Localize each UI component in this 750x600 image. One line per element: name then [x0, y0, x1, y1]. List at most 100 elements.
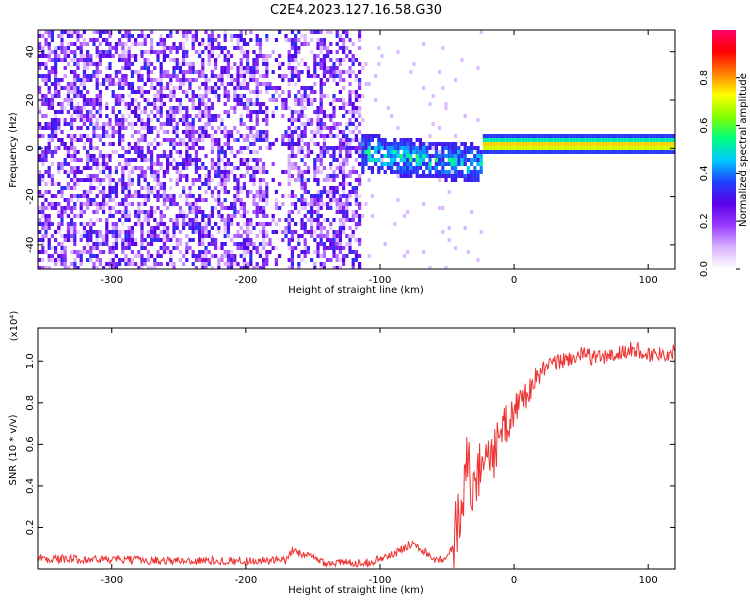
heatmap-cell: [290, 66, 294, 70]
heatmap-cell: [313, 62, 317, 66]
heatmap-cell: [265, 90, 269, 94]
heatmap-cell: [121, 178, 125, 182]
heatmap-cell: [188, 246, 192, 250]
heatmap-cell: [217, 154, 221, 158]
heatmap-cell: [294, 202, 298, 206]
heatmap-cell: [418, 162, 422, 166]
heatmap-cell: [38, 86, 42, 90]
heatmap-cell: [358, 214, 362, 218]
heatmap-cell: [303, 222, 307, 226]
y-tick-label: 40: [25, 45, 36, 58]
heatmap-cell: [121, 202, 125, 206]
heatmap-cell: [262, 110, 266, 114]
heatmap-cell: [185, 126, 189, 130]
heatmap-cell: [230, 162, 234, 166]
heatmap-cell: [121, 166, 125, 170]
heatmap-cell: [201, 214, 205, 218]
heatmap-cell: [236, 222, 240, 226]
heatmap-cell: [188, 162, 192, 166]
heatmap-cell: [156, 98, 160, 102]
heatmap-cell: [300, 122, 304, 126]
heatmap-cell: [185, 166, 189, 170]
heatmap-cell: [239, 162, 243, 166]
heatmap-cell: [79, 134, 83, 138]
heatmap-cell: [265, 54, 269, 58]
heatmap-cell: [185, 122, 189, 126]
heatmap-cell: [204, 114, 208, 118]
heatmap-cell: [255, 78, 259, 82]
heatmap-cell: [422, 202, 426, 206]
heatmap-cell: [92, 102, 96, 106]
heatmap-cell: [233, 34, 237, 38]
heatmap-cell: [143, 262, 147, 266]
heatmap-cell: [326, 190, 330, 194]
heatmap-cell: [140, 74, 144, 78]
heatmap-cell: [313, 174, 317, 178]
heatmap-cell: [358, 34, 362, 38]
heatmap-cell: [335, 190, 339, 194]
heatmap-cell: [140, 242, 144, 246]
heatmap-cell: [86, 150, 90, 154]
heatmap-cell: [300, 194, 304, 198]
heatmap-cell: [649, 134, 653, 138]
heatmap-cell: [316, 178, 320, 182]
heatmap-cell: [108, 66, 112, 70]
heatmap-cell: [306, 70, 310, 74]
heatmap-cell: [342, 78, 346, 82]
heatmap-cell: [220, 50, 224, 54]
heatmap-cell: [226, 174, 230, 178]
heatmap-cell: [444, 170, 448, 174]
heatmap-cell: [236, 46, 240, 50]
heatmap-cell: [322, 70, 326, 74]
heatmap-cell: [658, 142, 662, 146]
heatmap-cell: [178, 102, 182, 106]
heatmap-cell: [306, 218, 310, 222]
heatmap-cell: [134, 98, 138, 102]
heatmap-cell: [54, 46, 58, 50]
heatmap-cell: [73, 134, 77, 138]
heatmap-cell: [185, 34, 189, 38]
heatmap-cell: [105, 166, 109, 170]
heatmap-cell: [108, 266, 112, 269]
heatmap-cell: [454, 146, 458, 150]
heatmap-cell: [447, 154, 451, 158]
heatmap-cell: [242, 202, 246, 206]
heatmap-cell: [300, 258, 304, 262]
heatmap-cell: [258, 130, 262, 134]
heatmap-cell: [313, 130, 317, 134]
heatmap-cell: [66, 30, 70, 34]
heatmap-cell: [162, 238, 166, 242]
heatmap-cell: [444, 162, 448, 166]
heatmap-cell: [342, 98, 346, 102]
heatmap-cell: [223, 142, 227, 146]
heatmap-cell: [121, 214, 125, 218]
heatmap-cell: [108, 178, 112, 182]
heatmap-cell: [454, 142, 458, 146]
heatmap-cell: [582, 142, 586, 146]
heatmap-cell: [137, 118, 141, 122]
heatmap-cell: [470, 174, 474, 178]
heatmap-cell: [278, 54, 282, 58]
heatmap-cell: [252, 58, 256, 62]
heatmap-cell: [134, 106, 138, 110]
heatmap-cell: [57, 222, 61, 226]
heatmap-cell: [105, 202, 109, 206]
heatmap-cell: [57, 110, 61, 114]
heatmap-cell: [278, 218, 282, 222]
heatmap-cell: [73, 234, 77, 238]
heatmap-cell: [287, 90, 291, 94]
heatmap-cell: [121, 118, 125, 122]
heatmap-cell: [70, 170, 74, 174]
heatmap-cell: [441, 166, 445, 170]
heatmap-cell: [230, 134, 234, 138]
heatmap-cell: [73, 58, 77, 62]
heatmap-cell: [98, 162, 102, 166]
heatmap-cell: [294, 94, 298, 98]
heatmap-cell: [310, 202, 314, 206]
heatmap-cell: [210, 34, 214, 38]
heatmap-cell: [479, 230, 483, 234]
heatmap-cell: [342, 46, 346, 50]
heatmap-cell: [594, 150, 598, 154]
heatmap-cell: [166, 198, 170, 202]
heatmap-cell: [50, 106, 54, 110]
